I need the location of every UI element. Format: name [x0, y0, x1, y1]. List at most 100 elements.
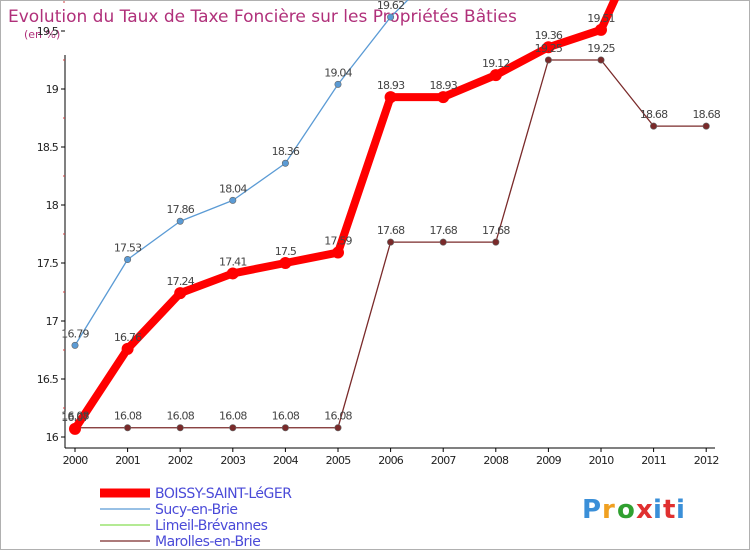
series-point [544, 56, 552, 64]
legend-label: Sucy-en-Brie [155, 502, 237, 518]
y-tick-label: 16 [46, 431, 59, 444]
data-label: 17.5 [275, 245, 297, 258]
data-label: 16.08 [166, 410, 194, 423]
series-point [334, 424, 342, 432]
data-label: 16.08 [324, 410, 352, 423]
series-point [281, 424, 289, 432]
data-label: 18.68 [692, 108, 720, 121]
data-label: 17.68 [377, 224, 405, 237]
series-point [387, 13, 395, 21]
data-label: 19.12 [482, 57, 510, 70]
logo-letter: r [602, 495, 615, 525]
data-label: 19.25 [535, 42, 563, 55]
data-label: 19.36 [535, 29, 563, 42]
x-tick-label: 2008 [483, 454, 509, 467]
x-tick-label: 2005 [326, 454, 352, 467]
data-label: 16.08 [219, 410, 247, 423]
data-label: 16.07 [61, 411, 89, 424]
legend-label: Marolles-en-Brie [155, 534, 260, 550]
series-point [174, 287, 187, 300]
y-tick-label: 18.5 [37, 141, 59, 154]
chart-subtitle: (en %) [24, 28, 60, 41]
legend: BOISSY-SAINT-LéGERSucy-en-BrieLimeil-Bré… [100, 486, 293, 550]
series-point [542, 41, 555, 54]
data-label: 17.24 [166, 275, 194, 288]
x-tick-label: 2002 [168, 454, 193, 467]
data-label: 17.68 [482, 224, 510, 237]
series-point [176, 424, 184, 432]
x-tick-label: 2012 [694, 454, 719, 467]
series-point [121, 342, 134, 355]
data-labels-layer: 22.2922.2921.1820.7620.7620.7620.7620.76… [61, 0, 721, 424]
data-label: 18.68 [640, 108, 668, 121]
y-tick-label: 18 [46, 199, 59, 212]
data-label: 17.53 [114, 242, 142, 255]
y-tick-label: 17 [46, 315, 59, 328]
series-point [229, 196, 237, 204]
x-tick-label: 2007 [431, 454, 457, 467]
x-tick-label: 2009 [536, 454, 562, 467]
series-point [437, 91, 450, 104]
data-label: 18.93 [429, 79, 457, 92]
logo-letter: i [653, 495, 662, 525]
series-point [702, 122, 710, 130]
series-point [176, 217, 184, 225]
axes: 1616.51717.51818.51919.52020.52121.52222… [37, 1, 719, 467]
series-point [69, 422, 81, 435]
series-point [595, 23, 607, 36]
x-tick-label: 2006 [378, 454, 404, 467]
series-point [332, 246, 344, 259]
logo-letter: x [636, 495, 653, 525]
x-tick-label: 2000 [63, 454, 89, 467]
chart-title: Evolution du Taux de Taxe Foncière sur l… [8, 7, 517, 27]
data-label: 17.59 [324, 235, 352, 248]
series-point [489, 69, 502, 82]
series-point [226, 267, 239, 280]
y-tick-label: 16.5 [37, 373, 59, 386]
series-point [439, 238, 447, 246]
data-label: 17.68 [429, 224, 457, 237]
data-label: 16.08 [61, 410, 89, 423]
data-label: 18.93 [377, 79, 405, 92]
y-tick-label: 19.5 [37, 25, 59, 38]
data-label: 16.08 [272, 410, 300, 423]
x-tick-label: 2004 [273, 454, 299, 467]
series-point [597, 56, 605, 64]
logo-letter: P [582, 495, 601, 525]
series-point [281, 159, 289, 167]
series-point [279, 257, 292, 269]
series-point [229, 424, 237, 432]
data-label: 17.41 [219, 255, 247, 268]
y-tick-label: 17.5 [37, 257, 59, 270]
logo-letter: o [617, 495, 635, 525]
data-label: 19.04 [324, 66, 352, 79]
data-label: 16.08 [114, 410, 142, 423]
series-point [492, 238, 500, 246]
y-tick-label: 19 [46, 83, 59, 96]
data-label: 19.51 [587, 12, 615, 25]
data-label: 16.79 [61, 327, 89, 340]
data-label: 19.25 [587, 42, 615, 55]
data-label: 17.86 [166, 203, 194, 216]
series-point [387, 238, 395, 246]
series-point [71, 341, 79, 349]
x-tick-label: 2001 [115, 454, 140, 467]
series-point [124, 256, 132, 264]
series-point [334, 80, 342, 88]
series-point [124, 424, 132, 432]
x-tick-label: 2010 [589, 454, 615, 467]
data-label: 18.04 [219, 182, 247, 195]
x-tick-label: 2003 [220, 454, 246, 467]
x-tick-label: 2011 [641, 454, 666, 467]
logo-letter: i [676, 495, 685, 525]
data-label: 16.76 [114, 331, 142, 344]
data-label: 18.36 [272, 145, 300, 158]
series-point [650, 122, 658, 130]
data-label: 19.62 [377, 0, 405, 12]
logo-letter: t [663, 495, 675, 525]
series-point [384, 91, 397, 104]
series-layer [69, 0, 710, 435]
legend-label: Limeil-Brévannes [155, 518, 268, 534]
